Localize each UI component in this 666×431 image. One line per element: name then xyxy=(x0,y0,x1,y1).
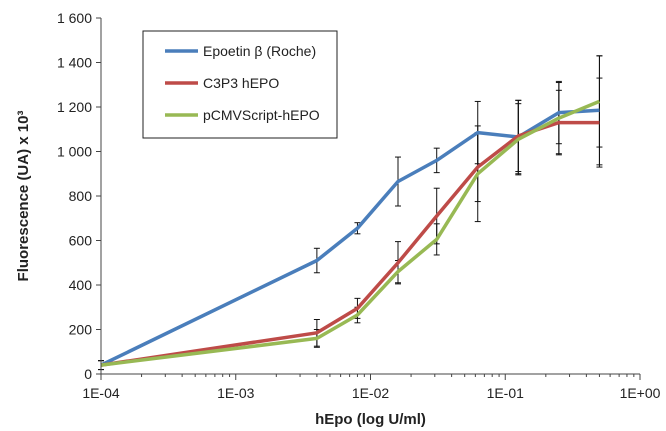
series-line-1 xyxy=(100,108,600,367)
y-tick-label: 1 600 xyxy=(57,10,92,26)
legend-label: Epoetin β (Roche) xyxy=(203,43,316,59)
y-tick-label: 1 000 xyxy=(57,144,92,160)
y-tick-label: 0 xyxy=(84,366,92,382)
legend-item: C3P3 hEPO xyxy=(165,75,279,91)
legend: Epoetin β (Roche) C3P3 hEPO pCMVScript-hEP… xyxy=(142,30,338,139)
y-tick-label: 800 xyxy=(69,188,93,204)
x-tick-label: 1E-01 xyxy=(487,385,525,401)
y-tick-label: 400 xyxy=(69,277,93,293)
x-tick-label: 1E-03 xyxy=(217,385,255,401)
x-axis-title: hEpo (log U/ml) xyxy=(315,411,426,428)
error-bar xyxy=(596,55,603,148)
x-axis-ticks: 1E-04 1E-03 1E-02 1E-01 1E+00 xyxy=(82,374,661,401)
x-tick-label: 1E-04 xyxy=(82,385,120,401)
legend-item: Epoetin β (Roche) xyxy=(165,43,316,59)
y-axis-title: Fluorescence (UA) x 10³ xyxy=(15,111,32,282)
y-tick-label: 200 xyxy=(69,322,93,338)
x-tick-label: 1E-02 xyxy=(352,385,390,401)
y-axis-ticks: 0 200 400 600 800 1 000 1 200 1 400 1 600 xyxy=(57,10,101,382)
legend-item: pCMVScript-hEPO xyxy=(165,107,320,123)
legend-label: pCMVScript-hEPO xyxy=(203,107,320,123)
series-line-3 xyxy=(100,99,601,367)
x-tick-label: 1E+00 xyxy=(620,385,661,401)
y-tick-label: 1 400 xyxy=(57,55,92,71)
y-tick-label: 1 200 xyxy=(57,99,92,115)
axes xyxy=(100,18,640,375)
legend-label: C3P3 hEPO xyxy=(203,75,279,91)
y-tick-label: 600 xyxy=(69,233,93,249)
series-lines xyxy=(100,99,601,367)
